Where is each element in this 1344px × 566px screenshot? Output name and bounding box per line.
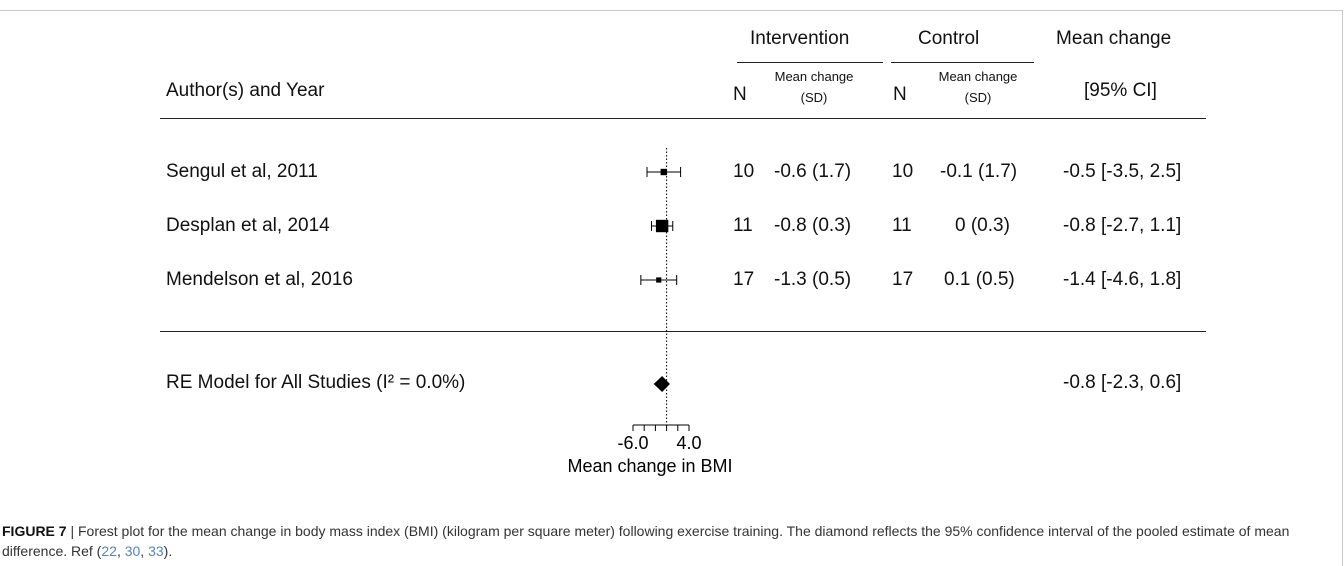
header-rule bbox=[160, 118, 1206, 119]
caption-sep: , bbox=[140, 543, 149, 559]
study-label: Sengul et al, 2011 bbox=[166, 161, 318, 182]
header-sub-intervention-l2: (SD) bbox=[800, 90, 828, 105]
header-control: Control bbox=[918, 28, 980, 49]
point-estimate-square bbox=[655, 219, 669, 233]
study-n-intervention: 17 bbox=[733, 269, 755, 290]
header-author-year: Author(s) and Year bbox=[166, 80, 325, 101]
study-label: Desplan et al, 2014 bbox=[166, 215, 330, 236]
caption-ref-link[interactable]: 33 bbox=[148, 543, 164, 559]
x-tick-label: 4.0 bbox=[676, 433, 701, 453]
figure-frame bbox=[0, 10, 1343, 566]
header-intervention: Intervention bbox=[750, 28, 850, 49]
figure-caption: FIGURE 7 | Forest plot for the mean chan… bbox=[2, 521, 1332, 561]
study-n-intervention: 10 bbox=[733, 161, 755, 182]
point-estimate-square bbox=[656, 277, 662, 283]
header-sub-control-l1: Mean change bbox=[938, 69, 1018, 84]
study-mean-change-intervention: -1.3 (0.5) bbox=[774, 269, 852, 290]
caption-sep: , bbox=[116, 543, 125, 559]
study-n-intervention: 11 bbox=[733, 215, 753, 236]
summary-ci-text: -0.8 [-2.3, 0.6] bbox=[1063, 372, 1182, 393]
point-estimate-square bbox=[660, 168, 667, 176]
x-tick-label: -6.0 bbox=[617, 433, 648, 453]
header-sub-intervention: Mean change (SD) bbox=[762, 66, 866, 108]
study-ci-text: -0.8 [-2.7, 1.1] bbox=[1063, 215, 1182, 236]
control-underline bbox=[891, 62, 1034, 63]
study-mean-change-control: -0.1 (1.7) bbox=[940, 161, 1018, 182]
header-n-control: N bbox=[893, 84, 907, 105]
study-n-control: 11 bbox=[892, 215, 912, 236]
header-sub-control-l2: (SD) bbox=[964, 90, 992, 105]
caption-ref-link[interactable]: 22 bbox=[101, 543, 117, 559]
study-n-control: 17 bbox=[892, 269, 914, 290]
caption-text: | Forest plot for the mean change in bod… bbox=[2, 523, 1290, 559]
study-mean-change-control: 0 (0.3) bbox=[955, 215, 1010, 236]
study-ci-text: -0.5 [-3.5, 2.5] bbox=[1063, 161, 1182, 182]
study-mean-change-intervention: -0.6 (1.7) bbox=[774, 161, 852, 182]
study-n-control: 10 bbox=[892, 161, 914, 182]
study-ci-text: -1.4 [-4.6, 1.8] bbox=[1063, 269, 1182, 290]
x-axis-label: Mean change in BMI bbox=[567, 456, 732, 476]
summary-rule bbox=[160, 331, 1206, 332]
caption-figure-label: FIGURE 7 bbox=[2, 523, 67, 539]
caption-ref-link[interactable]: 30 bbox=[124, 543, 141, 559]
caption-end: ). bbox=[163, 543, 173, 559]
study-mean-change-intervention: -0.8 (0.3) bbox=[774, 215, 852, 236]
header-ci: [95% CI] bbox=[1084, 80, 1157, 101]
summary-label: RE Model for All Studies (I² = 0.0%) bbox=[166, 372, 466, 393]
header-sub-intervention-l1: Mean change bbox=[774, 69, 854, 84]
study-label: Mendelson et al, 2016 bbox=[166, 269, 353, 290]
study-mean-change-control: 0.1 (0.5) bbox=[944, 269, 1015, 290]
header-sub-control: Mean change (SD) bbox=[926, 66, 1030, 108]
header-n-intervention: N bbox=[733, 84, 747, 105]
header-mean-change: Mean change bbox=[1056, 28, 1172, 49]
summary-diamond bbox=[653, 376, 670, 392]
intervention-underline bbox=[737, 62, 883, 63]
